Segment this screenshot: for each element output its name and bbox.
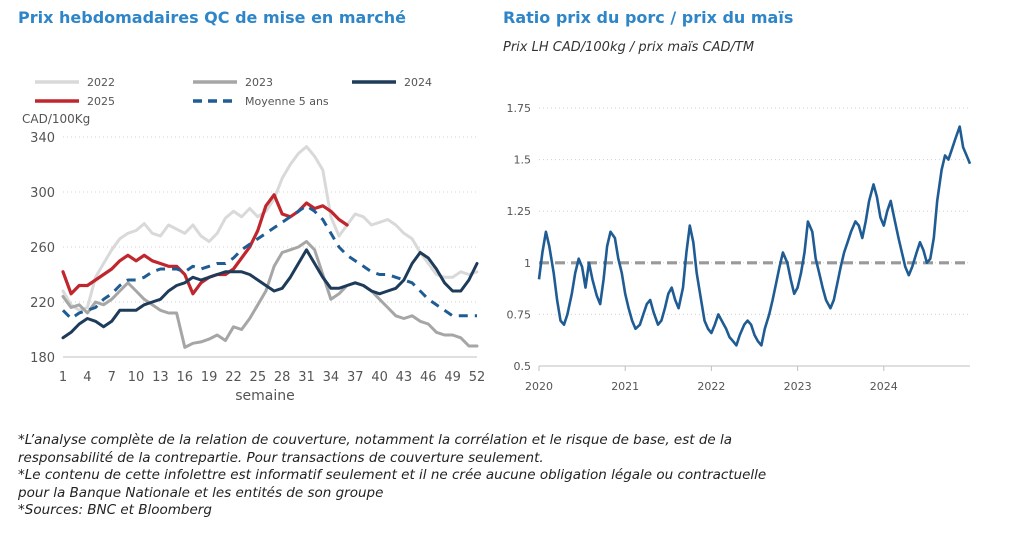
footnote-line: *L’analyse complète de la relation de co… (18, 432, 733, 448)
y-tick-label: 0.5 (514, 360, 532, 373)
x-tick-label: 37 (347, 370, 364, 385)
weekly-price-chart: 180 220 260 300 340 1 4 7 10 13 16 19 22 25 28 31 34 37 40… (22, 76, 486, 404)
x-tick-label: 13 (152, 370, 169, 385)
x-tick-label: 46 (420, 370, 437, 385)
x-axis-label: semaine (235, 388, 295, 404)
footnote-line: responsabilité de la contrepartie. Pour … (18, 449, 544, 466)
x-tick-label: 2021 (611, 380, 639, 393)
left-chart-title: Prix hebdomadaires QC de mise en marché (18, 8, 406, 27)
x-tick-label: 1 (59, 370, 67, 385)
footnote-line: *Le contenu de cette infolettre est info… (18, 467, 767, 483)
x-tick-label: 4 (83, 370, 91, 385)
series-line-2024 (61, 248, 479, 340)
x-tick-label: 28 (274, 370, 291, 385)
ratio-series-line (537, 125, 972, 347)
series-line-moyenne-5-ans (61, 204, 477, 320)
x-tick-label: 16 (176, 370, 193, 385)
y-tick-label: 1.75 (507, 102, 532, 115)
x-tick-label: 2020 (525, 380, 553, 393)
footnotes: *L’analyse complète de la relation de co… (18, 432, 1008, 520)
x-tick-label: 19 (201, 370, 218, 385)
y-tick-label: 340 (30, 131, 55, 146)
legend-label: 2024 (404, 76, 432, 89)
right-chart-subtitle: Prix LH CAD/100kg / prix maïs CAD/TM (503, 40, 755, 55)
footnote-line: pour la Banque Nationale et les entités … (18, 484, 384, 501)
series-line-2023 (61, 240, 479, 349)
x-tick-label: 22 (225, 370, 242, 385)
right-chart-title: Ratio prix du porc / prix du maïs (503, 8, 794, 27)
x-tick-label: 31 (298, 370, 315, 385)
y-tick-label: 300 (30, 186, 55, 201)
legend-label: 2023 (245, 76, 273, 89)
footnote-line: *Sources: BNC et Bloomberg (18, 502, 212, 518)
x-tick-label: 7 (108, 370, 116, 385)
y-axis-label: CAD/100Kg (22, 112, 90, 126)
x-tick-label: 52 (469, 370, 486, 385)
y-tick-label: 260 (30, 241, 55, 256)
x-tick-label: 40 (371, 370, 388, 385)
legend-label: Moyenne 5 ans (245, 95, 329, 108)
hog-corn-ratio-chart: 0.5 0.75 1 1.25 1.5 1.75 2020 2021 2022 2023 2024 (507, 102, 972, 393)
x-tick-label: 2023 (784, 380, 812, 393)
y-tick-label: 1 (524, 257, 531, 270)
x-tick-label: 25 (250, 370, 267, 385)
y-tick-label: 0.75 (507, 308, 532, 321)
series-line-2022 (61, 145, 479, 312)
x-tick-label: 10 (128, 370, 145, 385)
x-tick-label: 43 (396, 370, 413, 385)
y-tick-label: 220 (30, 296, 55, 311)
y-tick-label: 180 (30, 351, 55, 366)
y-tick-label: 1.5 (514, 154, 532, 167)
x-tick-label: 34 (323, 370, 340, 385)
y-tick-label: 1.25 (507, 205, 532, 218)
x-tick-label: 2024 (870, 380, 898, 393)
x-tick-label: 2022 (697, 380, 725, 393)
legend-label: 2025 (87, 95, 115, 108)
x-tick-label: 49 (444, 370, 461, 385)
legend-label: 2022 (87, 76, 115, 89)
